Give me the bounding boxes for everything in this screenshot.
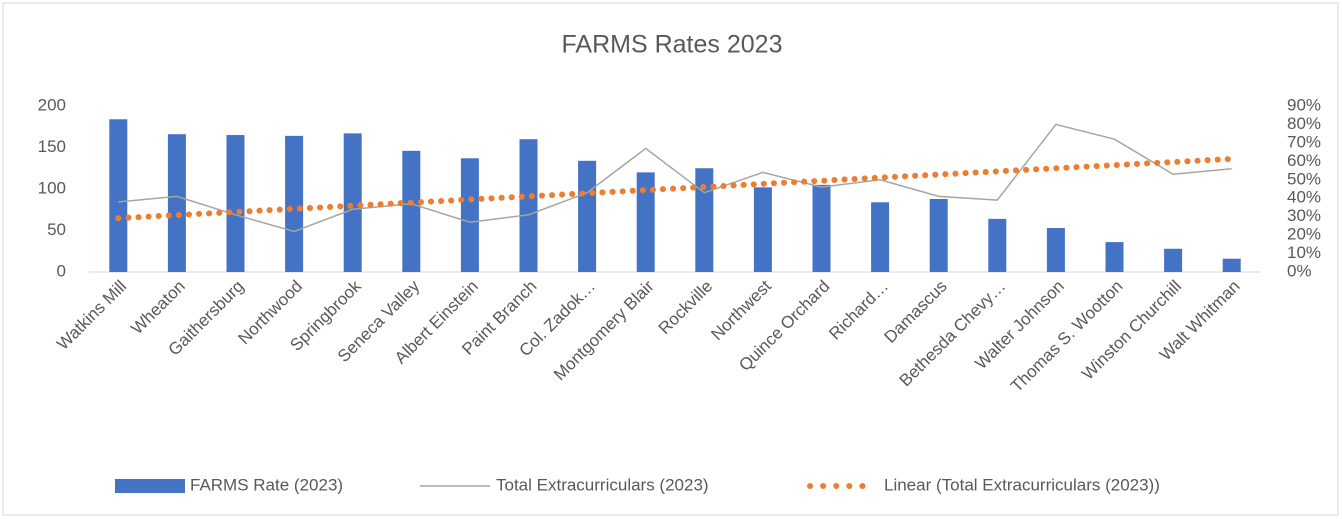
y-tick-label: 50 xyxy=(47,220,66,239)
y2-tick-label: 60% xyxy=(1287,151,1321,170)
bar xyxy=(871,202,890,272)
trendline xyxy=(115,155,1235,222)
line xyxy=(118,123,1232,233)
y2-tick-label: 90% xyxy=(1287,95,1321,114)
y2-tick-label: 80% xyxy=(1287,114,1321,133)
legend-label: FARMS Rate (2023) xyxy=(190,475,343,494)
bar xyxy=(226,135,245,272)
bar xyxy=(636,172,655,272)
y2-tick-label: 30% xyxy=(1287,206,1321,225)
y2-tick-label: 20% xyxy=(1287,225,1321,244)
legend-label: Total Extracurriculars (2023) xyxy=(496,475,709,494)
bar xyxy=(1105,242,1124,272)
bar xyxy=(1222,258,1241,272)
y2-tick-label: 40% xyxy=(1287,188,1321,207)
bar xyxy=(343,133,362,272)
bar xyxy=(578,160,597,272)
y2-tick-label: 70% xyxy=(1287,132,1321,151)
bar xyxy=(695,168,714,272)
y2-tick-label: 50% xyxy=(1287,169,1321,188)
bar xyxy=(812,184,831,272)
y-tick-label: 100 xyxy=(38,178,66,197)
y-tick-label: 150 xyxy=(38,137,66,156)
bar xyxy=(519,139,538,272)
y2-tick-label: 0% xyxy=(1287,261,1312,280)
bar xyxy=(929,198,948,272)
bar xyxy=(753,187,772,272)
bar xyxy=(460,158,479,272)
bar xyxy=(167,134,186,272)
y-tick-label: 200 xyxy=(38,95,66,114)
y-tick-label: 0 xyxy=(57,261,66,280)
bar xyxy=(988,218,1007,272)
legend-label: Linear (Total Extracurriculars (2023)) xyxy=(884,475,1160,494)
bar xyxy=(1046,228,1065,272)
bar xyxy=(402,150,421,272)
bar xyxy=(285,135,304,272)
chart-title: FARMS Rates 2023 xyxy=(562,31,783,59)
bar xyxy=(109,119,128,272)
y2-tick-label: 10% xyxy=(1287,243,1321,262)
legend-swatch xyxy=(115,479,185,493)
bar xyxy=(1164,248,1183,272)
